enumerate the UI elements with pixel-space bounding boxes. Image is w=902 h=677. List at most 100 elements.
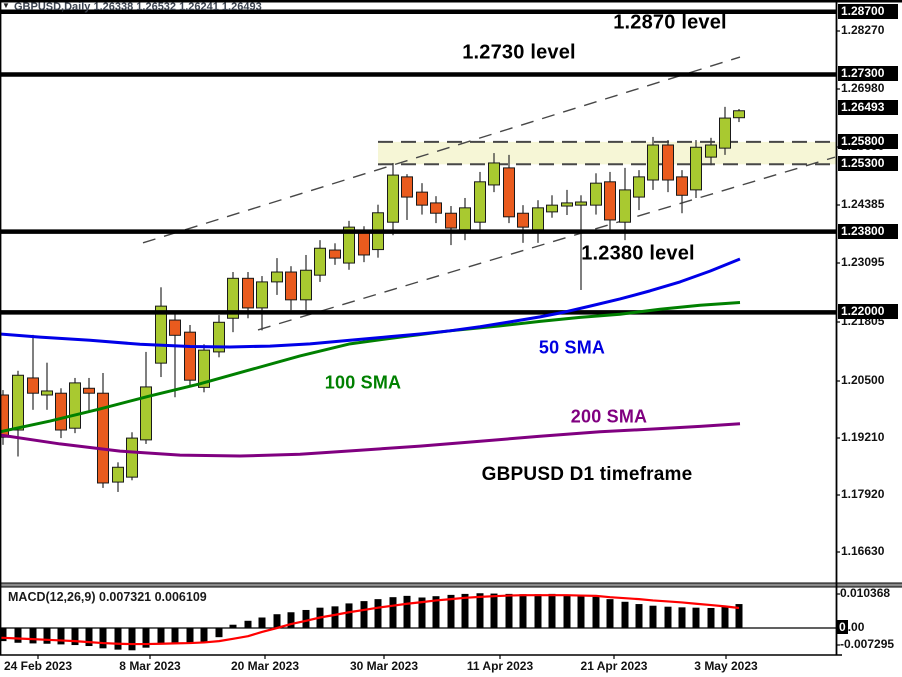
macd-histogram-bar [548, 593, 556, 628]
macd-histogram-bar [128, 628, 136, 651]
candle-body [140, 386, 152, 441]
macd-histogram-bar [621, 601, 629, 628]
macd-histogram-bar [302, 609, 310, 628]
macd-histogram-bar [29, 628, 37, 644]
macd-histogram-bar [418, 597, 426, 628]
window-top-border [0, 0, 902, 3]
macd-signal-line [0, 594, 740, 646]
candle-body [690, 146, 702, 191]
candle-body [41, 390, 53, 396]
macd-histogram-bar [635, 604, 643, 628]
macd-histogram-bar [0, 628, 7, 642]
candle-body [343, 226, 355, 264]
candle-body [12, 374, 24, 431]
sma-200-line[interactable] [0, 422, 741, 458]
macd-histogram-bar [389, 597, 397, 628]
macd-histogram-bar [461, 593, 469, 628]
macd-histogram-bar [678, 607, 686, 628]
macd-histogram-bar [142, 628, 150, 648]
macd-histogram-bar [273, 614, 281, 628]
candle-body [256, 281, 268, 309]
candle-body [184, 331, 196, 381]
macd-histogram-bar [519, 594, 527, 628]
candle-body [532, 207, 544, 231]
trendline[interactable] [142, 56, 741, 244]
candle-body [155, 305, 167, 364]
candle-body [647, 144, 659, 181]
macd-histogram-bar [287, 612, 295, 628]
candle-body [546, 204, 558, 213]
macd-histogram-bar [534, 594, 542, 628]
supply-zone [378, 141, 836, 165]
macd-histogram-bar [200, 628, 208, 642]
macd-histogram-bar [476, 593, 484, 628]
candle-body [169, 319, 181, 336]
macd-histogram-bar [85, 628, 93, 647]
candle-body [633, 176, 645, 198]
candle-body [474, 181, 486, 223]
macd-histogram-bar [258, 617, 266, 628]
candle-body [97, 392, 109, 484]
candle-body [198, 349, 210, 388]
macd-histogram-bar [71, 628, 79, 646]
macd-histogram-bar [186, 628, 194, 644]
candle-body [604, 181, 616, 221]
macd-histogram-bar [692, 607, 700, 628]
macd-histogram-bar [403, 595, 411, 628]
macd-histogram-bar [707, 607, 715, 628]
macd-histogram-bar [114, 628, 122, 650]
macd-histogram-bar [505, 593, 513, 628]
macd-histogram-bar [43, 628, 51, 644]
macd-histogram-bar [592, 596, 600, 628]
macd-histogram-bar [664, 606, 672, 628]
macd-histogram-bar [57, 628, 65, 645]
candle-body [271, 271, 283, 283]
candle-body [0, 394, 9, 438]
macd-histogram-bar [345, 603, 353, 628]
candle-body [300, 269, 312, 301]
sma-50-line[interactable] [0, 257, 741, 349]
macd-histogram-bar [171, 628, 179, 643]
trendline[interactable] [257, 156, 836, 331]
macd-histogram-bar [244, 620, 252, 628]
macd-histogram-bar [606, 599, 614, 628]
candle-body [242, 277, 254, 309]
macd-histogram-bar [432, 596, 440, 628]
candle-body [459, 207, 471, 231]
candle-body [503, 167, 515, 218]
macd-histogram-bar [447, 594, 455, 628]
candle-body [517, 212, 529, 228]
candle-body [561, 202, 573, 207]
candle-body [387, 174, 399, 223]
candle-body [227, 277, 239, 319]
macd-histogram-bar [215, 628, 223, 638]
panel-separator[interactable] [0, 583, 902, 587]
sma-100-line[interactable] [0, 301, 741, 434]
candle-body [27, 377, 39, 394]
candle-body [662, 144, 674, 181]
candle-body [329, 249, 341, 259]
macd-histogram-bar [490, 593, 498, 628]
macd-histogram-bar [649, 605, 657, 628]
macd-histogram-bar [360, 601, 368, 628]
candle-body [430, 202, 442, 214]
macd-histogram-bar [735, 604, 743, 628]
candle-body [575, 201, 587, 206]
macd-histogram-bar [577, 595, 585, 628]
macd-histogram-bar [229, 624, 237, 628]
candle-body [619, 189, 631, 223]
candle-body [55, 392, 67, 431]
macd-histogram-bar [331, 606, 339, 628]
candle-body [126, 437, 138, 478]
candle-body [285, 271, 297, 301]
candle-body [445, 212, 457, 229]
macd-histogram-bar [721, 606, 729, 628]
candle-body [112, 466, 124, 483]
candle-body [401, 176, 413, 198]
macd-histogram-bar [14, 628, 22, 643]
candle-body [83, 387, 95, 394]
candle-body [676, 176, 688, 196]
candle-body [416, 191, 428, 206]
